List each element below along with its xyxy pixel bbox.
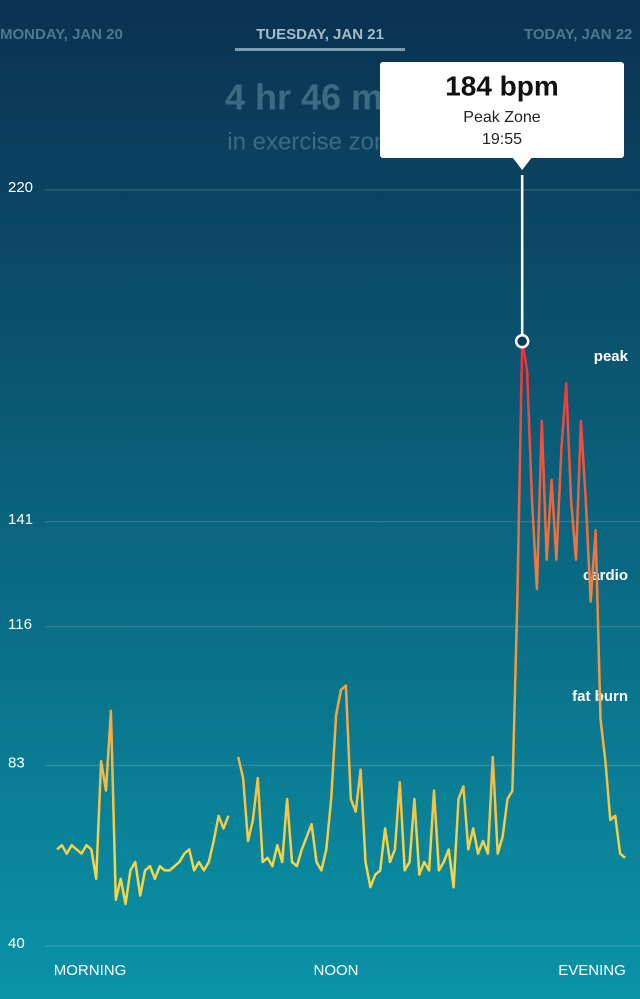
tooltip-value: 184 bpm <box>445 70 559 101</box>
x-tick-label: EVENING <box>558 962 626 979</box>
prev-day-tab[interactable]: MONDAY, JAN 20 <box>0 26 123 43</box>
x-tick-label: MORNING <box>54 962 127 979</box>
tooltip-time: 19:55 <box>482 131 522 148</box>
y-tick-label: 220 <box>8 179 33 196</box>
zone-label: cardio <box>583 567 628 584</box>
current-day-tab[interactable]: TUESDAY, JAN 21 <box>256 26 384 43</box>
heart-rate-line <box>56 339 626 906</box>
tooltip-box <box>380 62 624 158</box>
y-tick-label: 83 <box>8 754 25 771</box>
y-tick-label: 116 <box>8 616 32 633</box>
tooltip: 184 bpm Peak Zone 19:55 <box>380 62 624 170</box>
y-tick-label: 141 <box>8 511 33 528</box>
tab-underline <box>235 48 405 51</box>
plot: 40 83 116 141 220 MORNING NOON EVENING <box>8 179 640 979</box>
tooltip-zone: Peak Zone <box>463 109 540 126</box>
tooltip-arrow <box>512 157 533 170</box>
x-tick-label: NOON <box>314 962 359 979</box>
zone-label: peak <box>594 348 629 365</box>
cursor-point <box>514 333 530 349</box>
next-day-tab[interactable]: TODAY, JAN 22 <box>524 26 632 43</box>
y-tick-label: 40 <box>8 935 25 952</box>
